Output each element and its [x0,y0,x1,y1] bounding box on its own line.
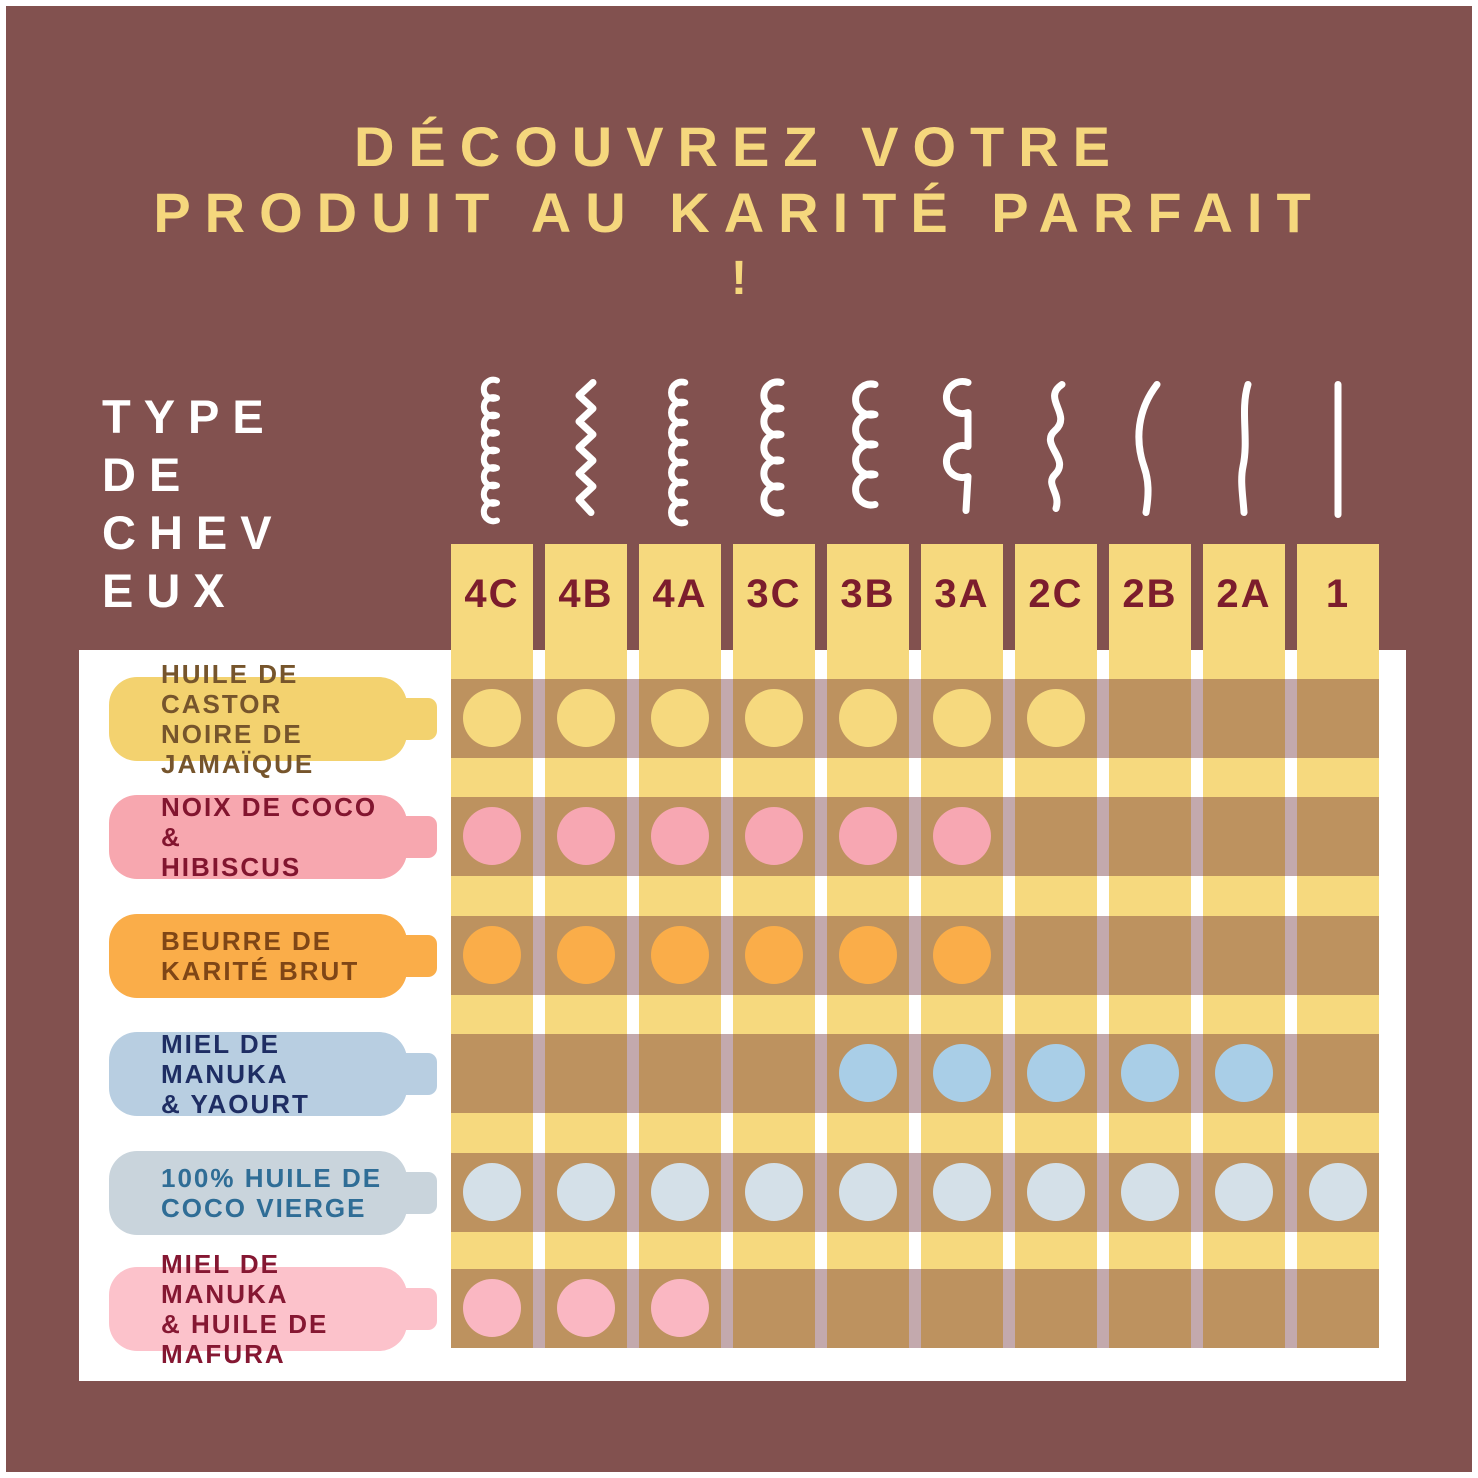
dot-coco-vierge-2c [1027,1163,1085,1221]
dot-manuka-yaourt-3b [839,1044,897,1102]
dot-manuka-mafura-4b [557,1279,615,1337]
dot-coco-vierge-3a [933,1163,991,1221]
row-label-text: MIEL DE MANUKA & YAOURT [161,1029,310,1119]
dot-coco-vierge-3b [839,1163,897,1221]
dot-manuka-yaourt-2c [1027,1044,1085,1102]
row-label-coco-hibiscus: NOIX DE COCO & HIBISCUS [109,792,437,882]
column-header-2a: 2A [1216,572,1272,616]
row-label-text: HUILE DE CASTOR NOIRE DE JAMAÏQUE [161,659,315,779]
curl-2b-icon [1135,381,1161,516]
straight-hair-icon [1334,381,1342,518]
column-header-4a: 4A [652,572,708,616]
row-label-text: MIEL DE MANUKA & HUILE DE MAFURA [161,1249,329,1369]
title-line-2: PRODUIT AU KARITÉ PARFAIT [153,181,1325,244]
curl-3a-icon [943,378,972,514]
row-label-castor: HUILE DE CASTOR NOIRE DE JAMAÏQUE [109,659,437,779]
page-title: DÉCOUVREZ VOTRE PRODUIT AU KARITÉ PARFAI… [6,114,1472,312]
dot-coco-vierge-3c [745,1163,803,1221]
curl-2c-icon [1046,381,1066,512]
dot-manuka-mafura-4c [463,1279,521,1337]
column-header-2c: 2C [1028,572,1084,616]
column-header-4b: 4B [558,572,614,616]
dot-castor-4b [557,689,615,747]
hair-type-axis-label: TYPE DE CHEV EUX [102,390,285,617]
curl-2a-icon [1238,381,1252,516]
dot-manuka-mafura-4a [651,1279,709,1337]
column-header-3a: 3A [934,572,990,616]
title-exclamation: ! [731,252,747,305]
dot-coco-hibiscus-4c [463,807,521,865]
column-header-1: 1 [1325,572,1351,616]
row-label-manuka-mafura: MIEL DE MANUKA & HUILE DE MAFURA [109,1249,437,1369]
dot-karite-brut-4c [463,926,521,984]
dot-coco-hibiscus-4b [557,807,615,865]
dot-manuka-yaourt-2b [1121,1044,1179,1102]
brown-background: DÉCOUVREZ VOTRE PRODUIT AU KARITÉ PARFAI… [6,6,1472,1472]
dot-castor-4a [651,689,709,747]
dot-karite-brut-4a [651,926,709,984]
dot-manuka-yaourt-3a [933,1044,991,1102]
column-header-3b: 3B [840,572,896,616]
dot-karite-brut-4b [557,926,615,984]
row-label-karite-brut: BEURRE DE KARITÉ BRUT [109,914,437,998]
dot-coco-vierge-2b [1121,1163,1179,1221]
dot-manuka-yaourt-2a [1215,1044,1273,1102]
dot-coco-vierge-1 [1309,1163,1367,1221]
dot-coco-hibiscus-3c [745,807,803,865]
curl-4b-icon [575,379,597,516]
dot-castor-3c [745,689,803,747]
curl-4c-icon [480,376,500,525]
curl-3b-icon [852,380,879,509]
curl-3c-icon [760,378,785,517]
curl-4a-icon [668,378,689,527]
row-label-text: BEURRE DE KARITÉ BRUT [161,926,360,986]
dot-coco-hibiscus-3b [839,807,897,865]
row-label-manuka-yaourt: MIEL DE MANUKA & YAOURT [109,1029,437,1119]
row-label-text: 100% HUILE DE COCO VIERGE [161,1163,383,1223]
column-header-4c: 4C [464,572,520,616]
dot-coco-hibiscus-3a [933,807,991,865]
dot-coco-hibiscus-4a [651,807,709,865]
dot-coco-vierge-4b [557,1163,615,1221]
dot-coco-vierge-4c [463,1163,521,1221]
title-line-1: DÉCOUVREZ VOTRE [353,115,1125,178]
dot-castor-3a [933,689,991,747]
dot-castor-3b [839,689,897,747]
column-header-3c: 3C [746,572,802,616]
dot-castor-2c [1027,689,1085,747]
dot-coco-vierge-4a [651,1163,709,1221]
dot-karite-brut-3a [933,926,991,984]
dot-coco-vierge-2a [1215,1163,1273,1221]
column-header-2b: 2B [1122,572,1178,616]
dot-karite-brut-3c [745,926,803,984]
row-label-text: NOIX DE COCO & HIBISCUS [161,792,378,882]
dot-karite-brut-3b [839,926,897,984]
dot-castor-4c [463,689,521,747]
row-label-coco-vierge: 100% HUILE DE COCO VIERGE [109,1151,437,1235]
